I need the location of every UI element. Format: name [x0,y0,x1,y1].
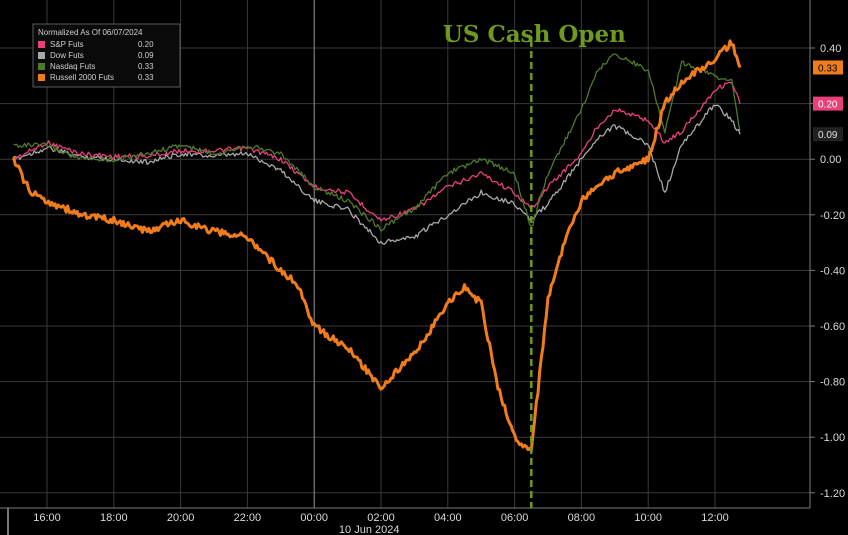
x-tick-label: 04:00 [434,512,462,524]
annotation-group: US Cash Open [443,21,626,508]
y-tick-label: -1.00 [820,432,845,444]
legend-header: Normalized As Of 06/07/2024 [38,28,143,37]
series-line-nasdaq-futs [13,53,741,232]
legend-swatch [38,74,45,81]
legend-swatch [38,52,45,59]
legend-swatch [38,63,45,70]
y-tick-label: -0.60 [820,321,845,333]
x-tick-label: 06:00 [501,512,529,524]
legend-series-name: Russell 2000 Futs [50,73,114,82]
x-tick-label: 02:00 [367,512,395,524]
y-tick-label: 0.00 [820,154,841,166]
legend-series-name: S&P Futs [50,40,84,49]
series-line-dow-futs [13,104,741,245]
x-tick-label: 18:00 [100,512,128,524]
legend-series-value: 0.33 [138,62,154,71]
y-tick-label: -0.80 [820,377,845,389]
legend-series-value: 0.20 [138,40,154,49]
last-value-badge [813,60,843,75]
x-tick-label: 16:00 [33,512,61,524]
series-line-s-p-futs [13,81,741,222]
x-tick-label: 08:00 [568,512,596,524]
legend-series-name: Dow Futs [50,51,84,60]
legend-swatch [38,41,45,48]
legend: Normalized As Of 06/07/2024 S&P Futs 0.20 D… [32,23,181,88]
x-tick-label: 20:00 [167,512,195,524]
series-lines [12,39,742,453]
legend-box [32,23,181,88]
x-tick-label: 22:00 [234,512,262,524]
legend-series-value: 0.09 [138,51,154,60]
last-value-badge-label: 0.33 [818,63,838,74]
legend-series-value: 0.33 [138,73,154,82]
x-date-label: 10 Jun 2024 [339,524,400,535]
x-tick-label: 10:00 [634,512,662,524]
y-tick-label: -1.20 [820,488,845,500]
last-value-badges: 0.33 0.20 0.09 [813,60,843,142]
y-tick-label: -0.40 [820,265,845,277]
last-value-badge-label: 0.09 [818,130,838,141]
last-value-badge [813,127,843,142]
last-value-badge [813,96,843,111]
x-tick-label: 12:00 [701,512,729,524]
last-value-badge-label: 0.20 [818,100,838,111]
legend-series-name: Nasdaq Futs [50,62,95,71]
x-tick-label: 00:00 [300,512,328,524]
annotation-label: US Cash Open [443,21,626,48]
series-line-russell-2000-futs [12,39,742,453]
y-tick-label: 0.40 [820,43,841,55]
y-tick-label: -0.20 [820,210,845,222]
